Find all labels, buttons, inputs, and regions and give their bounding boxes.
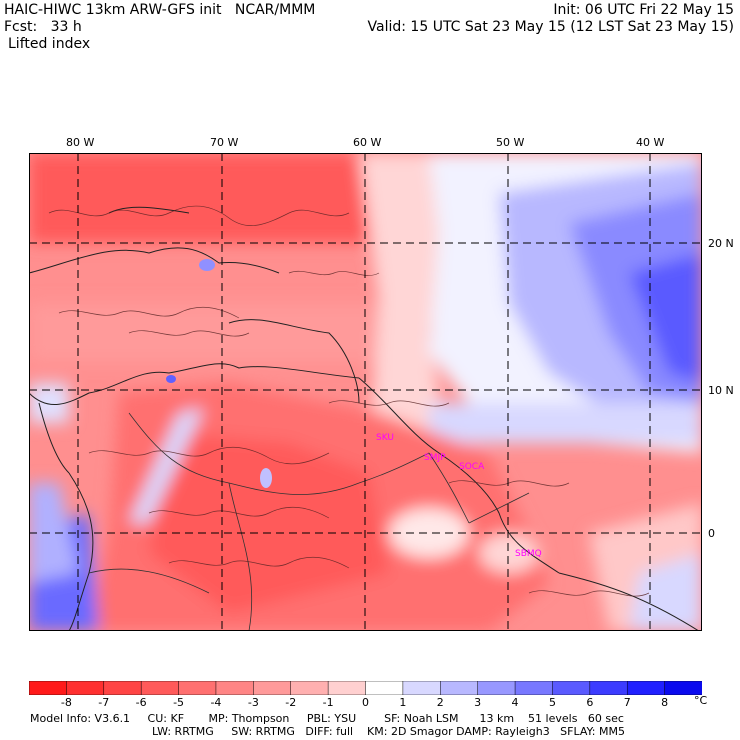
model-title: HAIC-HIWC 13km ARW-GFS init NCAR/MMM — [4, 2, 316, 18]
colorbar-tick-label: 7 — [623, 696, 631, 709]
lon-label-80w: 80 W — [66, 136, 95, 149]
colorbar-tick-label: 8 — [661, 696, 669, 709]
colorbar-tick-label: 2 — [436, 696, 444, 709]
colorbar-tick-label: -7 — [98, 696, 110, 709]
lifted-index-map: SKU SMJP SOCA SBMQ — [29, 153, 702, 631]
borders — [88, 412, 530, 631]
station-label: SOCA — [459, 462, 485, 472]
valid-time: Valid: 15 UTC Sat 23 May 15 (12 LST Sat … — [367, 19, 734, 35]
colorbar-swatch — [66, 681, 105, 695]
blue-spot — [260, 468, 272, 488]
lon-label-60w: 60 W — [353, 136, 382, 149]
colorbar-swatch — [365, 681, 404, 695]
colorbar-swatch — [402, 681, 442, 695]
colorbar-swatch — [29, 681, 68, 695]
graticule — [29, 153, 702, 631]
station-label: SBMQ — [515, 549, 542, 559]
lat-label-10n: 10 N — [708, 384, 734, 397]
colorbar-swatch — [440, 681, 479, 695]
contours — [48, 205, 650, 597]
colorbar-tick-label: -3 — [247, 696, 259, 709]
colorbar-tick-label: -1 — [322, 696, 334, 709]
field-name: Lifted index — [8, 36, 91, 52]
colorbar-tick-label: -2 — [285, 696, 297, 709]
colorbar-tick-label: -6 — [135, 696, 147, 709]
forecast-hour: Fcst: 33 h — [4, 19, 82, 35]
colorbar-tick-label: -4 — [210, 696, 222, 709]
colorbar-tick-label: 3 — [474, 696, 482, 709]
colorbar-tick-label: 1 — [399, 696, 407, 709]
colorbar-tick-label: -8 — [60, 696, 72, 709]
colorbar-swatch — [664, 681, 702, 695]
blue-spot — [199, 259, 215, 271]
colorbar-swatch — [215, 681, 255, 695]
lon-label-50w: 50 W — [496, 136, 525, 149]
lon-label-70w: 70 W — [210, 136, 239, 149]
lat-label-0: 0 — [708, 527, 715, 540]
colorbar-tick-label: -5 — [173, 696, 185, 709]
station-label: SMJP — [424, 453, 446, 463]
colorbar-unit: °C — [694, 694, 708, 707]
colorbar-swatch — [626, 681, 666, 695]
lat-label-20n: 20 N — [708, 237, 734, 250]
colorbar-swatch — [477, 681, 516, 695]
colorbar-swatch — [327, 681, 367, 695]
colorbar-swatch — [589, 681, 628, 695]
lon-label-40w: 40 W — [636, 136, 665, 149]
colorbar-swatch — [103, 681, 142, 695]
colorbar-swatch — [253, 681, 292, 695]
station-label: SKU — [376, 433, 394, 443]
init-time: Init: 06 UTC Fri 22 May 15 — [553, 2, 734, 18]
colorbar-swatch — [178, 681, 217, 695]
colorbar-tick-label: 0 — [362, 696, 369, 709]
colorbar-swatch — [514, 681, 554, 695]
model-info-line1: Model Info: V3.6.1 CU: KF MP: Thompson P… — [30, 712, 624, 725]
colorbar-tick-label: 4 — [511, 696, 519, 709]
colorbar-tick-label: 5 — [548, 696, 556, 709]
colorbar-swatch — [140, 681, 180, 695]
model-info-line2: LW: RRTMG SW: RRTMG DIFF: full KM: 2D Sm… — [152, 725, 625, 738]
colorbar-swatch — [552, 681, 591, 695]
colorbar-tick-label: 6 — [586, 696, 594, 709]
colorbar-swatch — [290, 681, 329, 695]
colorbar — [29, 681, 702, 695]
blue-spot — [166, 375, 176, 383]
map-frame — [29, 153, 702, 631]
